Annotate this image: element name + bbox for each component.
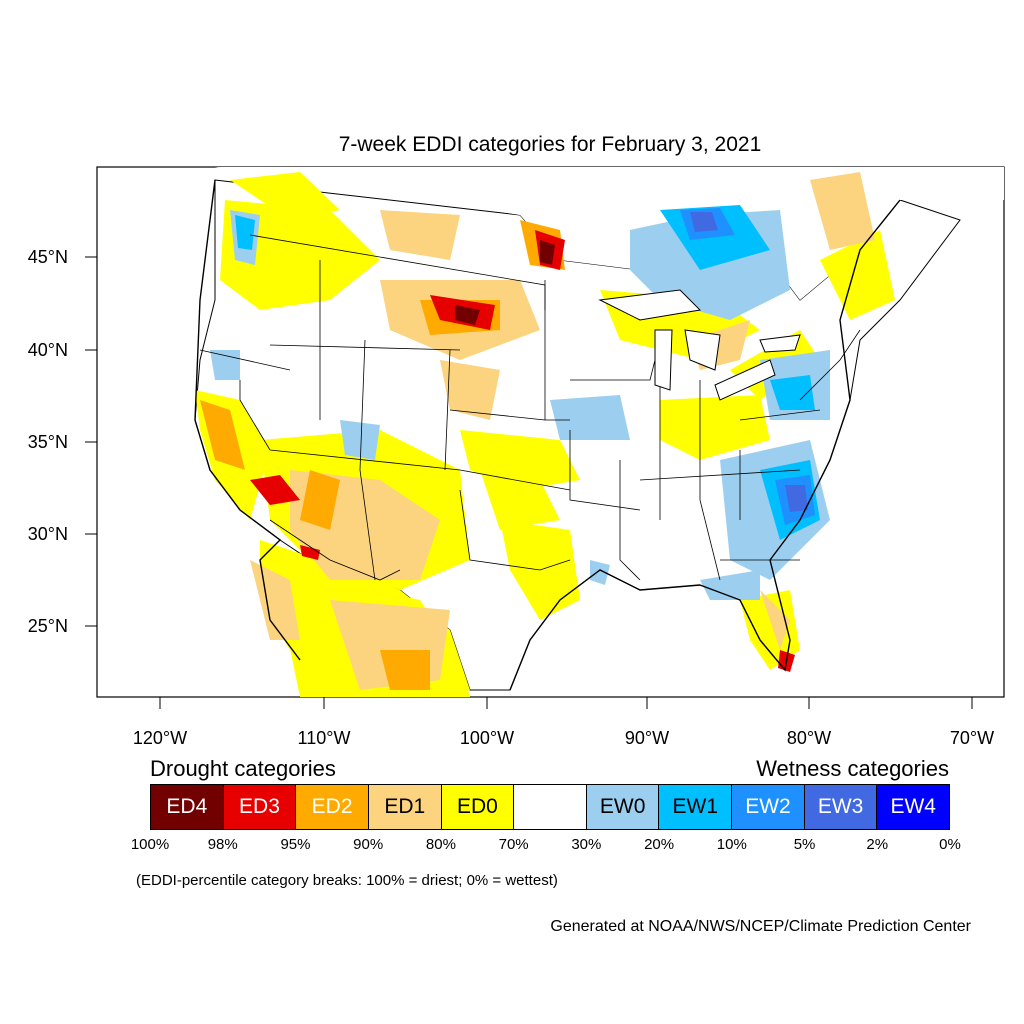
longitude-axis: 120°W 110°W 100°W 90°W 80°W 70°W (133, 697, 994, 748)
legend-ed1: ED1 (368, 785, 442, 829)
gulf-coastline (509, 569, 701, 691)
lat-label: 25°N (28, 616, 68, 636)
ed1-areas (250, 172, 875, 690)
category-legend: ED4 ED3 ED2 ED1 ED0 EW0 EW1 EW2 EW3 EW4 (150, 784, 950, 830)
lat-label: 45°N (28, 247, 68, 267)
percentile-label: 0% (939, 836, 961, 853)
percentile-label: 80% (425, 836, 456, 853)
percentile-label: 5% (793, 836, 816, 853)
legend-ed4: ED4 (151, 785, 224, 829)
lon-label: 90°W (625, 728, 669, 748)
ed4-areas (455, 240, 555, 325)
canada-land (215, 167, 1004, 300)
percentile-label: 70% (498, 836, 529, 853)
eddi-map: 45°N 40°N 35°N 30°N 25°N 120°W 110°W 100°W 90°W… (28, 166, 1005, 748)
percentile-label: 10% (716, 836, 747, 853)
coastline (194, 179, 301, 661)
lon-label: 120°W (133, 728, 187, 748)
percentile-label: 98% (207, 836, 238, 853)
lat-label: 35°N (28, 432, 68, 452)
state-borders (199, 234, 861, 581)
legend-ed2: ED2 (296, 785, 369, 829)
legend-ew3: EW3 (804, 785, 878, 829)
lon-label: 110°W (298, 728, 351, 748)
latitude-axis: 45°N 40°N 35°N 30°N 25°N (28, 247, 97, 636)
percentile-label: 100% (130, 836, 170, 853)
lat-label: 30°N (28, 524, 68, 544)
credit-line: Generated at NOAA/NWS/NCEP/Climate Predi… (550, 918, 971, 935)
east-coastline (699, 199, 901, 672)
map-fill-layer (194, 167, 1004, 697)
legend-ew0: EW0 (586, 785, 660, 829)
lon-label: 80°W (787, 728, 831, 748)
legend-ew2: EW2 (732, 785, 805, 829)
legend-neutral (514, 785, 587, 829)
legend-ew1: EW1 (659, 785, 733, 829)
great-lakes (598, 289, 801, 401)
legend-ew4: EW4 (877, 785, 950, 829)
wetness-heading: Wetness categories (756, 756, 949, 781)
map-title: 7-week EDDI categories for February 3, 2… (338, 133, 762, 156)
percentile-label: 2% (866, 836, 889, 853)
category-note: (EDDI-percentile category breaks: 100% =… (136, 872, 558, 889)
percentile-label: 20% (644, 836, 675, 853)
ew3-areas (690, 212, 808, 512)
percentile-breaks: 100% 98% 95% 90% 80% 70% 30% 20% 10% 5% 2% 0% (0, 836, 1024, 856)
percentile-label: 95% (280, 836, 311, 853)
legend-ed3: ED3 (223, 785, 297, 829)
legend-ed0: ED0 (441, 785, 515, 829)
lon-label: 70°W (950, 728, 994, 748)
percentile-label: 30% (571, 836, 602, 853)
percentile-label: 90% (353, 836, 384, 853)
lat-label: 40°N (28, 340, 68, 360)
lon-label: 100°W (460, 728, 514, 748)
drought-heading: Drought categories (150, 756, 336, 781)
